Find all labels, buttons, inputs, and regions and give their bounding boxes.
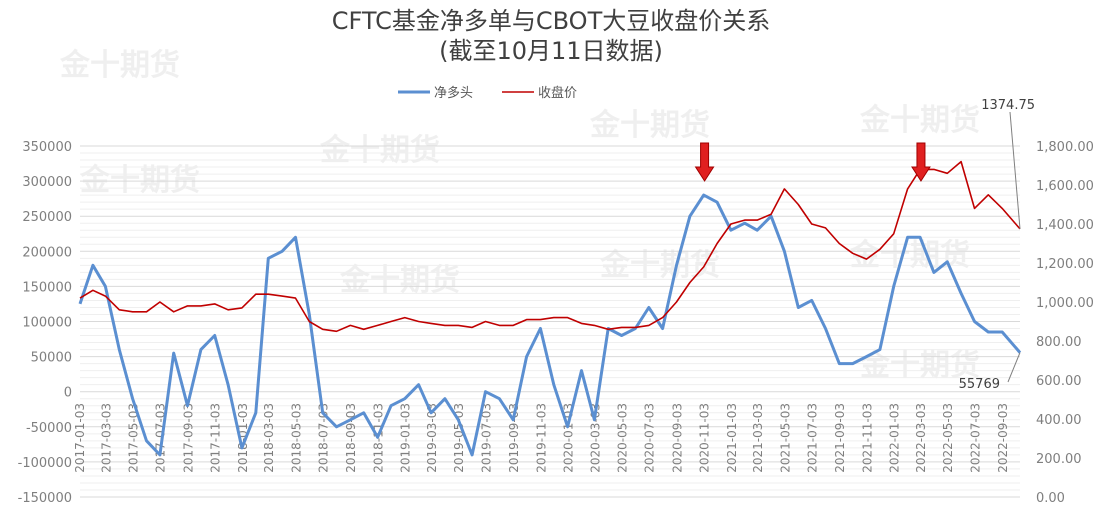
x-tick-label: 2018-03-03 [262,403,276,473]
legend-label: 收盘价 [538,85,577,101]
left-y-tick-label: 300000 [22,175,72,190]
x-tick-label: 2017-03-03 [99,403,113,473]
annotations: 1374.75 55769 [694,98,1035,392]
x-tick-label: 2020-07-03 [643,403,657,473]
x-tick-label: 2022-07-03 [968,403,982,473]
x-tick-label: 2021-11-03 [860,403,874,473]
right-y-tick-label: 1,800.00 [1036,140,1094,155]
down-arrow-marker [911,142,931,182]
last-net-long-label: 55769 [959,377,1000,392]
x-tick-label: 2019-03-03 [425,403,439,473]
x-tick-label: 2021-09-03 [833,403,847,473]
left-y-tick-label: -150000 [18,491,72,506]
chart-title: CFTC基金净多单与CBOT大豆收盘价关系 [331,7,771,35]
x-tick-label: 2021-01-03 [725,403,739,473]
last-price-label: 1374.75 [981,98,1035,113]
x-tick-label: 2017-05-03 [127,403,141,473]
x-tick-label: 2017-01-03 [73,403,87,473]
gridlines [80,145,1020,498]
watermark-text: 金十期货 [59,48,180,83]
x-tick-label: 2021-03-03 [751,403,765,473]
legend-label: 净多头 [434,85,473,101]
left-y-tick-label: 100000 [22,316,72,331]
watermark-text: 金十期货 [319,133,440,168]
down-arrow-marker [694,142,715,182]
x-tick-label: 2020-03-03 [588,403,602,473]
watermark-text: 金十期货 [849,238,970,273]
close-price-series-line [79,160,1021,333]
x-tick-label: 2019-09-03 [507,403,521,473]
left-y-tick-label: 350000 [22,140,72,155]
right-y-axis: 1,800.00 1,600.00 1,400.00 1,200.00 1,000.00… [1036,140,1094,506]
x-tick-label: 2018-07-03 [317,403,331,473]
x-tick-label: 2022-03-03 [914,403,928,473]
x-axis: 2017-01-03 2017-03-03 2017-05-03 2017-07-03… [73,403,1010,473]
x-tick-label: 2022-09-03 [996,403,1010,473]
right-y-tick-label: 1,000.00 [1036,296,1094,311]
right-y-tick-label: 1,600.00 [1036,179,1094,194]
x-tick-label: 2022-05-03 [941,403,955,473]
price-callout-leader [1009,111,1021,229]
legend: 净多头 收盘价 [398,85,577,101]
x-tick-label: 2019-11-03 [534,403,548,473]
left-y-axis: 350000 300000 250000 200000 150000 100000 5000… [18,140,72,506]
left-y-tick-label: 50000 [31,351,72,366]
left-y-tick-label: 0 [64,386,72,401]
x-tick-label: 2020-05-03 [615,403,629,473]
left-y-tick-label: 150000 [22,280,72,295]
chart-subtitle: (截至10月11日数据) [439,37,663,65]
chart-title-block: CFTC基金净多单与CBOT大豆收盘价关系 (截至10月11日数据) [0,6,1102,66]
x-tick-label: 2022-01-03 [888,403,902,473]
watermark-text: 金十期货 [79,163,200,198]
right-y-tick-label: 400.00 [1036,413,1082,428]
x-tick-label: 2020-11-03 [698,403,712,473]
net-long-series-line [78,193,1022,457]
right-y-tick-label: 0.00 [1036,491,1065,506]
right-y-tick-label: 200.00 [1036,452,1082,467]
right-y-tick-label: 1,200.00 [1036,257,1094,272]
right-y-tick-label: 800.00 [1036,335,1082,350]
watermark-text: 金十期货 [339,263,460,298]
series-lines [78,160,1022,457]
x-tick-label: 2021-07-03 [806,403,820,473]
left-y-tick-label: 250000 [22,210,72,225]
x-tick-label: 2020-09-03 [670,403,684,473]
x-tick-label: 2017-11-03 [209,403,223,473]
x-tick-label: 2018-05-03 [289,403,303,473]
right-y-tick-label: 600.00 [1036,374,1082,389]
left-y-tick-label: 200000 [22,245,72,260]
left-y-tick-label: -50000 [26,421,72,436]
right-y-tick-label: 1,400.00 [1036,218,1094,233]
watermark-text: 金十期货 [859,103,980,138]
left-y-tick-label: -100000 [18,456,72,471]
x-tick-label: 2019-07-03 [479,403,493,473]
x-tick-label: 2017-09-03 [181,403,195,473]
watermark-text: 金十期货 [589,108,710,143]
x-tick-label: 2019-01-03 [399,403,413,473]
x-tick-label: 2021-05-03 [778,403,792,473]
net-long-callout-leader [1007,352,1021,383]
x-tick-label: 2019-05-03 [452,403,466,473]
x-tick-label: 2018-09-03 [344,403,358,473]
x-tick-label: 2018-01-03 [236,403,250,473]
